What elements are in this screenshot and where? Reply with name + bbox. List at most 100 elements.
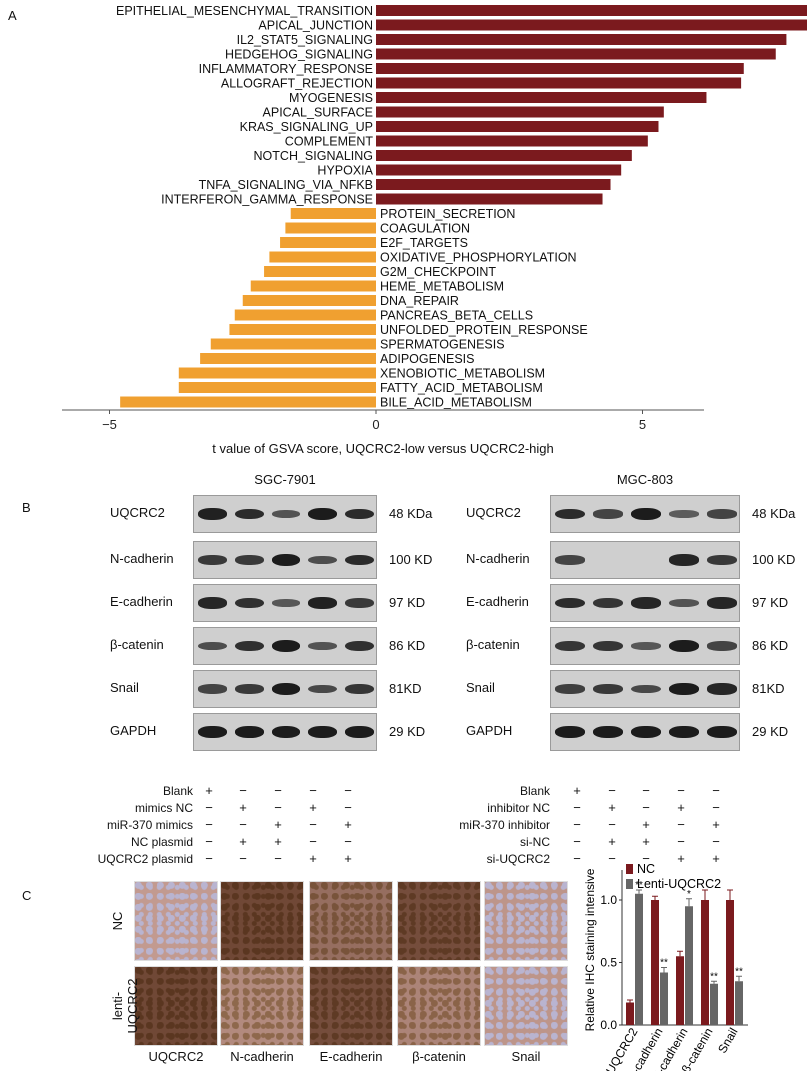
condition-label: Blank [519,784,550,798]
category-label: APICAL_SURFACE [263,106,373,120]
molecular-weight-label: 100 KD [389,552,433,567]
blot-band [669,726,699,738]
condition-sign: − [239,817,247,832]
blot-title: SGC-7901 [254,472,316,487]
bar-g2m_checkpoint [264,266,376,277]
category-label: KRAS_SIGNALING_UP [240,120,373,134]
blot-band [308,641,338,651]
blot-band [198,641,227,651]
condition-sign: + [274,817,282,832]
ihc-image [220,966,304,1046]
bar-dna_repair [242,295,376,306]
ihc-col-label: N-cadherin [230,1049,294,1064]
condition-label: inhibitor NC [487,801,550,815]
condition-sign: + [642,834,650,849]
bar-apical_surface [376,106,664,118]
gsva-bar-chart: EPITHELIAL_MESENCHYMAL_TRANSITIONAPICAL_… [62,4,807,456]
ihc-col-label: Snail [511,1049,541,1064]
bar-nc [676,956,684,1025]
condition-sign: + [608,800,616,815]
blot-band [555,597,585,609]
category-label: HEDGEHOG_SIGNALING [225,48,373,62]
blot-band [198,508,227,520]
blot-row-label: GAPDH [110,723,157,738]
blot-strip [193,541,377,579]
condition-label: miR-370 inhibitor [459,818,550,832]
y-tick-label: 0.5 [600,956,617,970]
blot-row-label: N-cadherin [110,551,174,566]
blot-band [234,555,264,565]
condition-sign: − [274,851,282,866]
blot-band [707,641,737,651]
blot-band [271,726,301,738]
blot-band [669,598,699,608]
condition-sign: − [239,851,247,866]
blot-band [345,598,374,608]
blot-band [631,642,661,650]
bar-allograft_rejection [376,77,742,89]
blot-band [707,683,737,695]
bar-fatty_acid_metabolism [178,382,376,393]
condition-sign: − [205,834,213,849]
blot-strip [550,495,740,533]
category-label: DNA_REPAIR [380,294,459,308]
condition-sign: + [608,834,616,849]
category-label: TNFA_SIGNALING_VIA_NFKB [199,178,373,192]
condition-sign: − [344,783,352,798]
condition-label: miR-370 mimics [106,818,193,832]
condition-sign: − [205,800,213,815]
bar-protein_secretion [290,208,376,219]
condition-label: si-NC [520,835,550,849]
category-label: MYOGENESIS [289,91,373,105]
bar-notch_signaling [376,150,632,161]
bar-lenti-uqcrc2 [635,893,643,1025]
condition-sign: − [712,834,720,849]
category-label: IL2_STAT5_SIGNALING [237,33,373,47]
blot-row-label: Snail [466,680,495,695]
condition-sign: + [677,800,685,815]
significance-mark: * [687,889,691,900]
condition-sign: + [642,817,650,832]
blot-band [593,640,623,652]
blot-band [555,555,585,565]
condition-sign: + [344,851,352,866]
blot-row-label: GAPDH [466,723,513,738]
x-tick-label: −5 [102,417,117,432]
blot-band [631,508,661,520]
category-label: BILE_ACID_METABOLISM [380,396,532,410]
blot-strip [193,495,377,533]
blot-strip [193,713,377,751]
blot-band [555,726,585,738]
condition-sign: − [205,817,213,832]
blot-band [345,726,374,738]
x-tick-label: 0 [372,417,379,432]
blot-band [669,683,699,695]
condition-sign: − [608,851,616,866]
blot-row-label: Snail [110,680,139,695]
bar-spermatogenesis [210,338,376,350]
blot-band [593,509,623,519]
bar-inflammatory_response [376,63,744,74]
blot-band [555,640,585,652]
y-tick-label: 0.0 [600,1018,617,1032]
blot-band [198,726,227,738]
blot-strip [550,541,740,579]
bar-pancreas_beta_cells [234,309,376,321]
category-label: INTERFERON_GAMMA_RESPONSE [161,193,373,207]
bar-apical_junction [376,19,807,31]
condition-sign: − [642,783,650,798]
condition-sign: − [608,783,616,798]
condition-sign: + [712,851,720,866]
blot-row-label: N-cadherin [466,551,530,566]
condition-sign: − [573,817,581,832]
blot-band [271,683,301,695]
blot-row-label: E-cadherin [110,594,173,609]
blot-title: MGC-803 [616,472,674,487]
ihc-image [134,966,218,1046]
bar-myogenesis [376,92,707,103]
bar-nc [701,900,709,1025]
ihc-image [484,881,568,961]
condition-sign: − [344,800,352,815]
category-label: FATTY_ACID_METABOLISM [380,381,543,395]
